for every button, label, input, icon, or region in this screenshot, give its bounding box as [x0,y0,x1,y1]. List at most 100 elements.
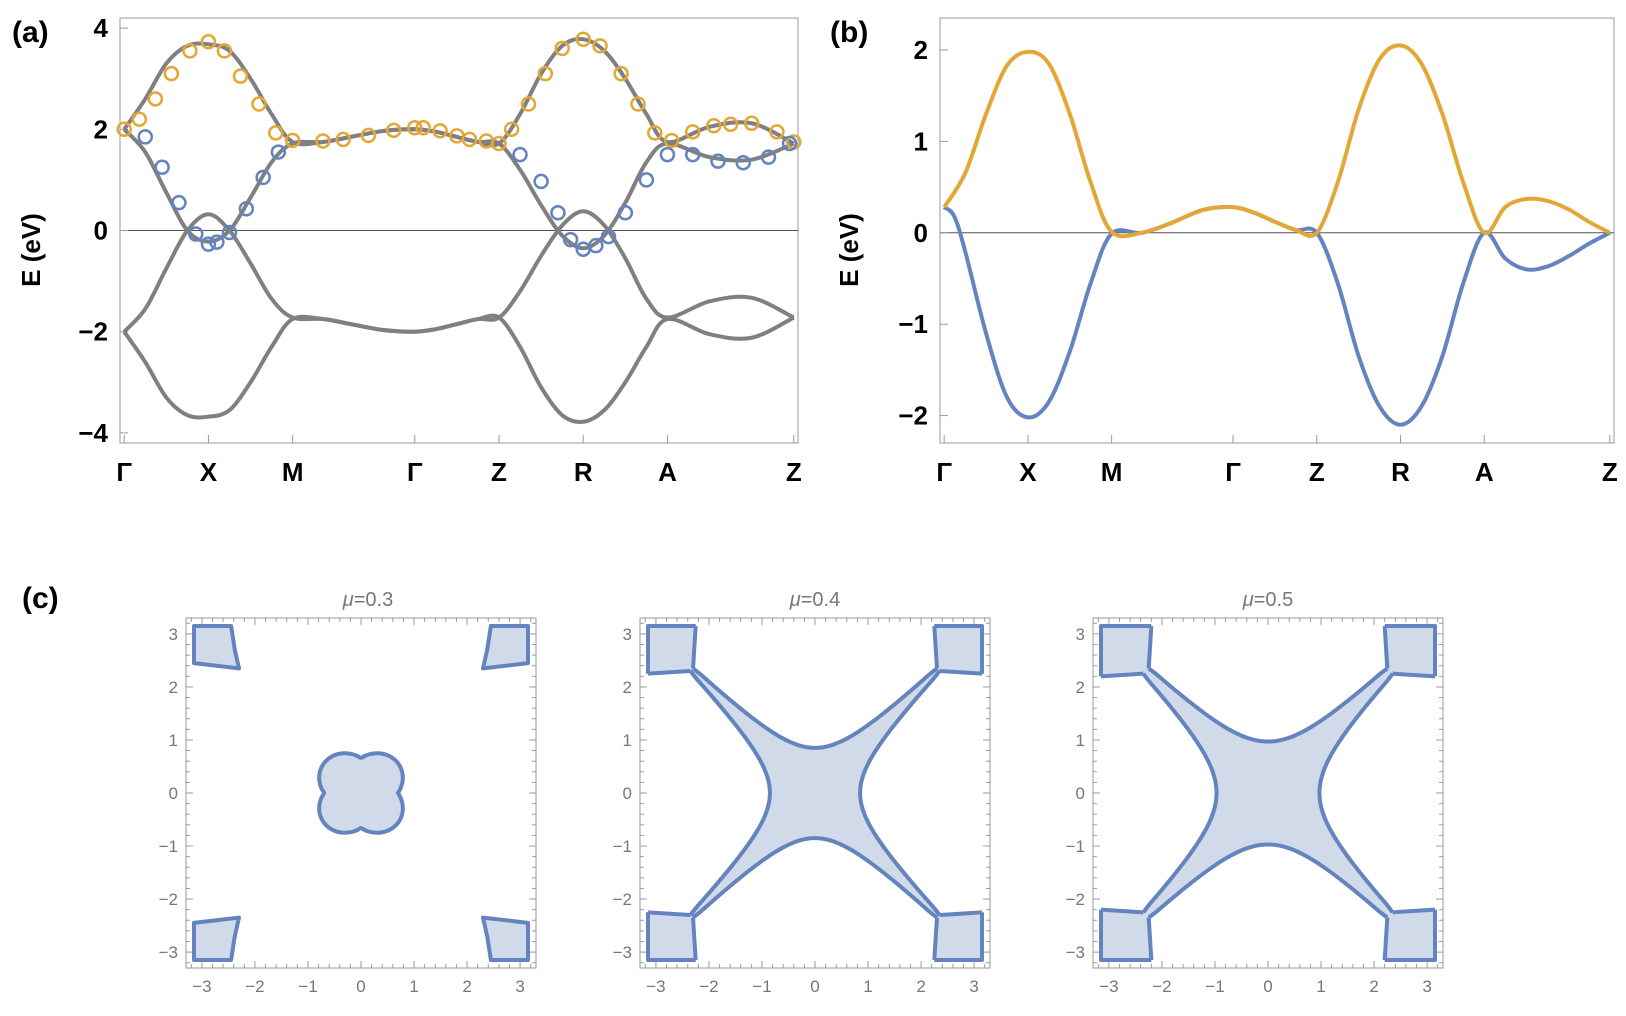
x-tick-label: −3 [646,977,665,996]
fermi-contour [691,836,939,920]
y-tick-label: 2 [914,35,928,65]
fermi-contour-link [939,910,983,917]
fermi-subplot-2: μ=0.4 −3 −3 −2 −2 −1 −1 0 0 1 1 2 2 3 3 [613,589,991,996]
orange-data-marker [575,31,591,47]
fermi-pocket-corner [192,624,241,671]
fermi-contour-link [1100,671,1144,679]
fermi-contour [1141,672,1219,914]
orange-data-marker [131,111,148,127]
fermi-pocket-corner [192,915,241,962]
orange-data-marker [200,34,217,50]
panel-b-ylabel: E (eV) [834,213,864,287]
fermi-contour-link [647,669,691,676]
orange-data-marker [360,127,377,144]
blue-data-marker [137,129,154,145]
x-tick-label: M [282,457,304,487]
y-tick-label: 3 [623,625,632,644]
orange-data-marker [284,132,301,149]
orange-data-marker [163,65,180,82]
gray-band-curve [122,313,795,424]
y-tick-label: 4 [94,13,109,43]
orange-band-curve [942,43,1611,239]
x-tick-label: −1 [298,977,317,996]
x-tick-label: Γ [936,457,952,487]
orange-data-marker [385,122,402,139]
subplot-title: μ=0.5 [1242,589,1293,611]
fermi-contour-link [647,910,691,917]
x-tick-label: R [1391,457,1410,487]
y-tick-label: 2 [1076,678,1085,697]
orange-data-marker [592,38,608,54]
blue-data-marker [270,144,287,160]
panel-b-band-structure: (b) E (eV) −2 −1 0 1 2 Γ X M Γ Z R A Z [830,16,1618,487]
blue-data-marker [154,159,170,176]
blue-data-marker [600,228,617,245]
orange-data-marker [251,96,267,112]
fermi-contour-link [1382,625,1390,669]
fermi-filled-region [1101,626,1435,960]
y-tick-label: 3 [1076,625,1085,644]
y-tick-label: 2 [623,678,632,697]
y-tick-label: 0 [94,216,108,246]
orange-data-marker [769,124,785,140]
y-tick-label: −2 [159,890,178,909]
blue-data-marker [550,205,566,221]
x-tick-label: 3 [969,977,978,996]
blue-data-marker [221,224,238,241]
blue-data-marker [659,146,676,163]
orange-data-marker [647,125,663,141]
y-tick-label: −2 [898,401,928,431]
x-tick-label: −2 [1152,977,1171,996]
y-tick-label: −4 [78,418,108,448]
x-tick-label: X [200,457,218,487]
blue-data-marker [638,172,655,188]
blue-data-marker [710,153,726,169]
fermi-filled-region [648,626,982,960]
orange-data-marker [116,121,132,138]
x-tick-label: 3 [1422,977,1431,996]
y-tick-label: −1 [159,837,178,856]
fermi-contour-link [1392,907,1436,915]
plot-frame [939,17,1615,444]
fermi-pocket-corner [481,624,530,671]
x-tick-label: Γ [1225,457,1241,487]
blue-band-curve [942,205,1611,427]
orange-data-marker [182,43,198,59]
x-tick-label: −1 [752,977,771,996]
x-tick-label: 2 [462,977,471,996]
x-tick-label: −3 [1099,977,1118,996]
x-tick-label: X [1019,457,1037,487]
fermi-contour-rim [1099,624,1152,677]
x-tick-label: Γ [116,457,132,487]
y-tick-label: −2 [78,317,108,347]
blue-data-marker [588,237,604,254]
orange-data-marker [613,65,629,82]
blue-data-marker [209,234,225,250]
blue-data-marker [684,146,701,163]
orange-data-marker [335,131,351,148]
subplot-title: μ=0.4 [789,589,840,611]
x-tick-label: −2 [245,977,264,996]
fermi-contour-rim [934,624,984,674]
panel-a-label: (a) [12,16,49,49]
y-tick-label: 0 [169,784,178,803]
blue-data-marker [735,154,752,171]
fermi-contour-link [691,917,698,961]
x-tick-label: 1 [409,977,418,996]
x-tick-label: Z [786,457,802,487]
orange-data-marker [147,91,164,107]
x-tick-label: 1 [863,977,872,996]
orange-data-marker [315,133,331,149]
panel-b-label: (b) [830,16,868,49]
fermi-contour-link [1146,917,1154,961]
fermi-contour [691,666,939,750]
blue-data-marker [238,200,255,217]
x-tick-label: Z [491,457,507,487]
x-tick-label: 1 [1316,977,1325,996]
x-tick-label: Z [1309,457,1325,487]
panel-a-band-structure: (a) E (eV) −4 −2 0 2 4 Γ X M Γ Z R A Z [12,13,802,487]
panel-c-label: (c) [22,582,59,615]
blue-data-marker [533,173,549,190]
orange-data-marker [432,123,448,139]
orange-data-marker [520,96,537,112]
